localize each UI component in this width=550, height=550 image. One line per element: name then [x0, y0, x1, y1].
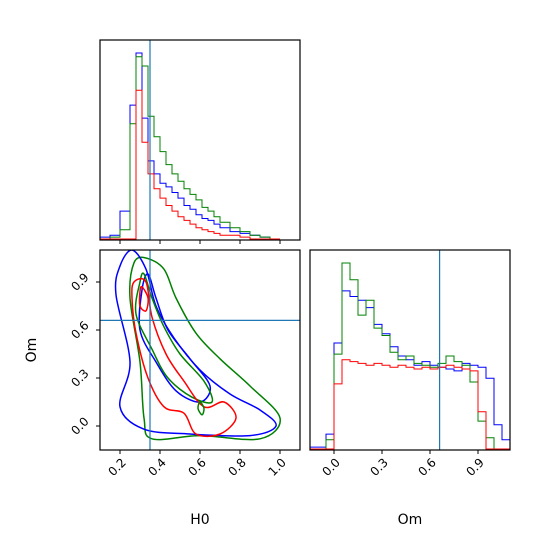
h0-hist-green: [100, 56, 280, 240]
h0-om-contour-panel: [99, 249, 301, 451]
x-axis-label-om: Om: [398, 512, 423, 528]
om-histogram-frame: [309, 249, 511, 451]
h0-histogram-panel: [99, 39, 301, 241]
contour-red-5: [138, 285, 149, 312]
contour-green-3: [134, 272, 214, 404]
h0-hist-red: [100, 89, 280, 240]
om-hist-red: [310, 359, 510, 450]
y-axis-label-om: Om: [24, 338, 40, 363]
om-histogram-panel: [309, 249, 511, 451]
x-axis-label-h0: H0: [190, 512, 209, 528]
contour-red-4: [131, 277, 237, 438]
contour-green-6: [197, 401, 205, 416]
om-hist-green: [310, 262, 510, 450]
contour-green-0: [129, 256, 281, 441]
